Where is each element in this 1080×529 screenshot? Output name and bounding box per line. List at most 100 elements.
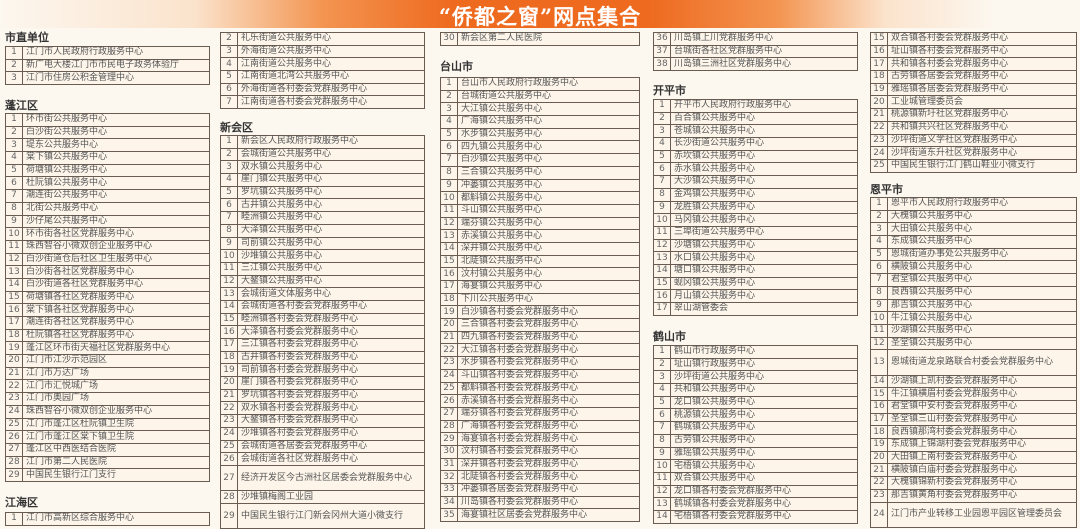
row-number: 15 [220, 312, 238, 327]
table-row: 27 经济开发区今古洲社区居委会党群服务中心 [220, 464, 425, 492]
table-row: 23 江门市奥园广场 [5, 392, 210, 406]
outlet-name: 白沙街公共服务中心 [22, 125, 210, 140]
outlet-name: 三合镇公共服务中心 [457, 165, 640, 180]
row-number: 20 [440, 318, 458, 332]
row-number: 9 [653, 200, 671, 215]
outlet-name: 宅梧镇公共服务中心 [670, 459, 858, 473]
row-number: 9 [653, 446, 671, 461]
outlet-name: 白沙街各社区党群服务中心 [22, 265, 210, 279]
outlet-name: 沙塘镇公共服务中心 [670, 238, 858, 253]
table-row: 28 江门市第二人民医院 [5, 455, 210, 470]
table-row: 20 江门市江沙示范园区 [5, 354, 210, 368]
outlet-table: 36 川岛镇上川党群服务中心 37 台城街各社区党群服务中心 38 川岛镇三洲社区党群服务… [653, 32, 858, 72]
table-row: 17 圣堂镇三山村委会党群服务中心 [870, 412, 1077, 427]
table-row: 15 睦洲镇各村委会党群服务中心 [220, 312, 425, 327]
row-number: 22 [870, 120, 888, 135]
row-number: 5 [5, 163, 23, 178]
row-number: 16 [5, 303, 23, 317]
table-row: 4 共和镇公共服务中心 [653, 383, 858, 397]
table-row: 3 双水镇公共服务中心 [220, 160, 425, 175]
outlet-name: 沙堆镇梅阁工业园 [237, 490, 425, 504]
table-row: 27 端芬镇各村委会党群服务中心 [440, 406, 640, 421]
outlet-name: 都斛镇各村委会党群服务中心 [457, 381, 640, 396]
outlet-name: 江门市高新区综合服务中心 [22, 512, 210, 526]
table-row: 10 马冈镇公共服务中心 [653, 213, 858, 227]
outlet-name: 共和镇共兴社区党群服务中心 [887, 120, 1077, 135]
row-number: 21 [870, 108, 888, 122]
outlet-name: 下川公共服务中心 [457, 292, 640, 307]
row-number: 7 [653, 175, 671, 189]
outlet-name: 中国民生银行江门鹤山鞋业小微支行 [887, 158, 1077, 173]
row-number: 25 [870, 158, 888, 173]
table-row: 2 会城街道公共服务中心 [220, 147, 425, 162]
row-number: 10 [653, 213, 671, 227]
outlet-name: 双合镇公共服务中心 [670, 471, 858, 486]
row-number: 37 [653, 44, 671, 59]
table-row: 29 中国民生银行江门支行 [5, 468, 210, 482]
outlet-name: 大槐镇锦新村委会党群服务中心 [887, 476, 1077, 490]
outlet-name: 苍城镇公共服务中心 [670, 124, 858, 139]
table-row: 13 会城街道文体服务中心 [220, 287, 425, 301]
row-number: 7 [220, 95, 238, 110]
row-number: 21 [870, 463, 888, 478]
row-number: 5 [440, 127, 458, 142]
outlet-name: 良西镇公共服务中心 [887, 285, 1077, 300]
outlet-name: 共和镇各村委会党群服务中心 [887, 57, 1077, 72]
row-number: 28 [220, 490, 238, 504]
outlet-name: 会城街道公共服务中心 [237, 147, 425, 162]
outlet-name: 蚬冈镇公共服务中心 [670, 276, 858, 291]
row-number: 24 [5, 404, 23, 419]
row-number: 20 [870, 95, 888, 110]
row-number: 11 [653, 471, 671, 486]
row-number: 28 [440, 419, 458, 434]
row-number: 15 [440, 254, 458, 269]
table-row: 9 那吉镇公共服务中心 [870, 298, 1077, 313]
table-row: 20 崖门镇各村委会党群服务中心 [220, 376, 425, 390]
outlet-name: 北街公共服务中心 [22, 201, 210, 216]
row-number: 13 [220, 287, 238, 301]
row-number: 5 [653, 149, 671, 164]
table-row: 6 四九镇公共服务中心 [440, 140, 640, 155]
table-row: 16 棠下镇各社区党群服务中心 [5, 303, 210, 317]
row-number: 2 [653, 357, 671, 372]
title-banner: “侨都之窗”网点集合 [0, 0, 1080, 29]
row-number: 3 [870, 222, 888, 237]
table-row: 3 江门市住房公积金管理中心 [5, 71, 210, 86]
table-row: 8 良西镇公共服务中心 [870, 285, 1077, 300]
outlet-name: 双水镇各村委会党群服务中心 [237, 401, 425, 416]
table-row: 2 白沙街公共服务中心 [5, 125, 210, 140]
row-number: 5 [653, 395, 671, 410]
table-row: 3 堤东公共服务中心 [5, 138, 210, 153]
table-row: 10 沙堆镇公共服务中心 [220, 249, 425, 263]
row-number: 6 [653, 408, 671, 423]
row-number: 14 [220, 299, 238, 314]
outlet-name: 工业城管理委员会 [887, 95, 1077, 110]
row-number: 11 [870, 323, 888, 338]
row-number: 8 [653, 433, 671, 448]
outlet-name: 龙口镇各村委会党群服务中心 [670, 484, 858, 499]
row-number: 26 [5, 430, 23, 444]
outlet-name: 新广电大楼江门市市民电子政务体验厅 [22, 58, 210, 73]
row-number: 20 [5, 354, 23, 368]
outlet-name: 水步镇各村委会党群服务中心 [457, 356, 640, 370]
row-number: 38 [653, 57, 671, 72]
row-number: 24 [870, 501, 888, 528]
table-row: 7 白沙镇公共服务中心 [440, 153, 640, 167]
table-row: 13 白沙街各社区党群服务中心 [5, 265, 210, 279]
outlet-name: 外海街道各村委会党群服务中心 [237, 82, 425, 97]
outlet-name: 址山镇行政服务中心 [670, 357, 858, 372]
row-number: 2 [870, 209, 888, 224]
table-row: 5 水步镇公共服务中心 [440, 127, 640, 142]
table-row: 22 大江镇各村委会党群服务中心 [440, 343, 640, 358]
outlet-name: 桃源镇新圩社区党群服务中心 [887, 108, 1077, 122]
table-row: 4 长沙街道公共服务中心 [653, 137, 858, 151]
table-row: 36 川岛镇上川党群服务中心 [653, 32, 858, 46]
outlet-name: 江门市住房公积金管理中心 [22, 71, 210, 86]
row-number: 26 [440, 394, 458, 408]
outlet-name: 川岛镇三洲社区党群服务中心 [670, 57, 858, 72]
outlet-name: 君堂镇中安村委会党群服务中心 [887, 400, 1077, 414]
outlet-name: 共和镇公共服务中心 [670, 383, 858, 397]
outlet-name: 环市街公共服务中心 [22, 113, 210, 127]
table-row: 27 蓬江区中西医结合医院 [5, 442, 210, 457]
outlet-name: 北陡镇公共服务中心 [457, 254, 640, 269]
